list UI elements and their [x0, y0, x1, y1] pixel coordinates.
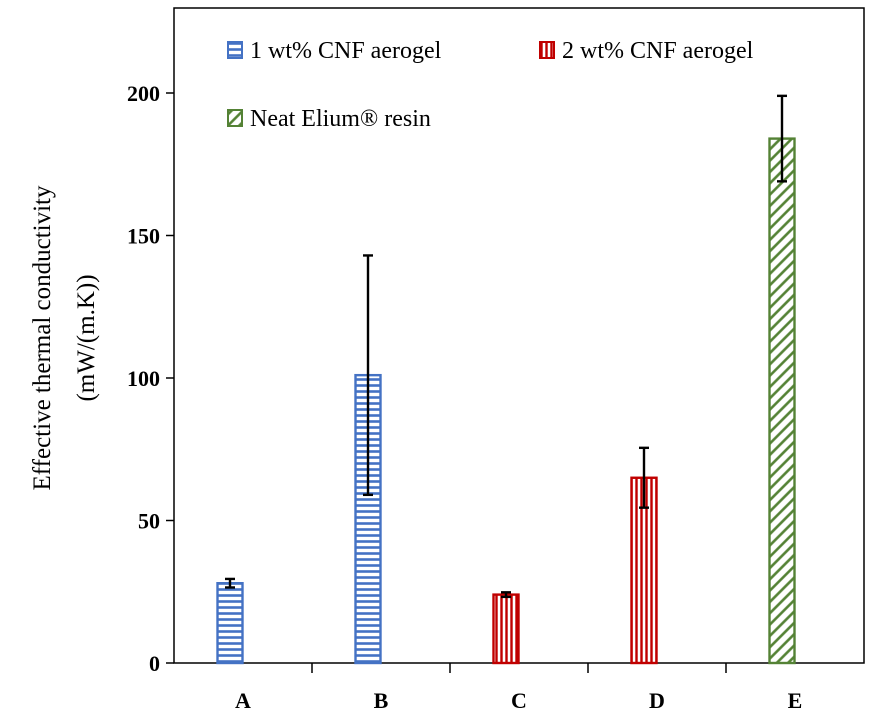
- legend-entry-0: 1 wt% CNF aerogel: [250, 38, 442, 64]
- x-axis: A B C D E: [235, 663, 802, 713]
- y-tick-label: 0: [149, 651, 160, 676]
- legend-entry-2: Neat Elium® resin: [250, 106, 431, 132]
- y-axis: 0 50 100 150 200: [127, 81, 174, 676]
- bar-A: [216, 582, 244, 665]
- bars: [216, 137, 796, 665]
- y-tick-label: 100: [127, 366, 160, 391]
- y-axis-label-line-1: Effective thermal conductivity: [29, 185, 56, 490]
- y-tick-label: 200: [127, 81, 160, 106]
- y-axis-label: Effective thermal conductivity (mW/(m.K)…: [29, 185, 100, 490]
- legend-entry-1: 2 wt% CNF aerogel: [562, 38, 754, 64]
- x-tick-label: B: [374, 688, 389, 713]
- bar-C: [492, 593, 520, 665]
- x-tick-label: D: [649, 688, 665, 713]
- legend-swatch-2: [227, 109, 243, 127]
- legend: 1 wt% CNF aerogel 2 wt% CNF aerogel Neat E…: [227, 38, 754, 132]
- bar-E: [768, 137, 796, 665]
- y-axis-label-line-2: (mW/(m.K)): [73, 274, 100, 401]
- x-tick-label: E: [788, 688, 803, 713]
- x-tick-label: A: [235, 688, 251, 713]
- legend-swatch-0: [227, 41, 243, 59]
- legend-swatch-1: [539, 41, 555, 59]
- y-tick-label: 50: [138, 509, 160, 534]
- error-bars: [225, 94, 787, 599]
- x-tick-label: C: [511, 688, 527, 713]
- y-tick-label: 150: [127, 224, 160, 249]
